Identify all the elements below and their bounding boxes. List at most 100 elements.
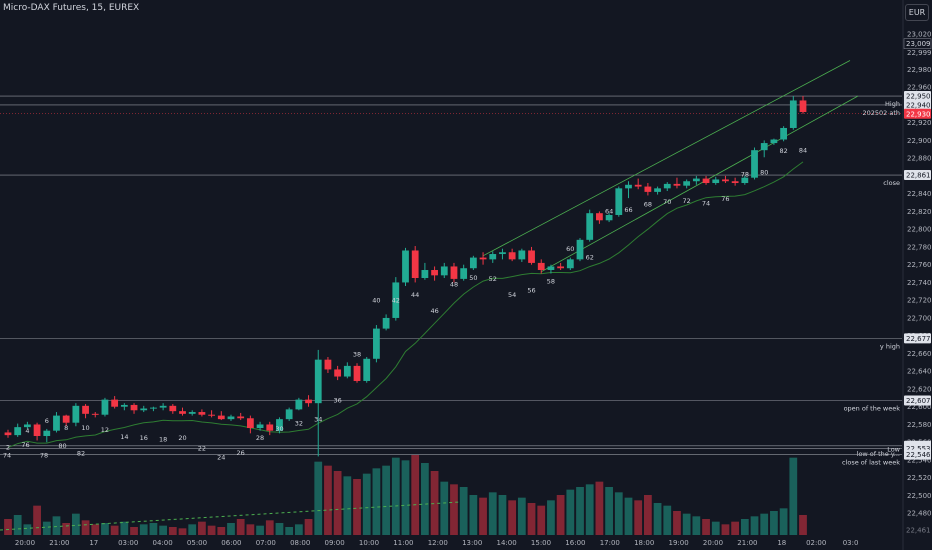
volume-bar [362, 473, 371, 535]
volume-bar [42, 521, 51, 535]
candle-body [770, 139, 778, 144]
volume-bar [91, 524, 100, 535]
candle-body [208, 414, 215, 416]
candle-body [789, 100, 797, 128]
candle-body [654, 188, 661, 192]
candle-body [499, 252, 506, 255]
bar-number-label: 60 [566, 245, 574, 253]
volume-bar [595, 481, 604, 535]
volume-bar [479, 497, 487, 535]
x-tick-label: 18:00 [634, 539, 654, 547]
volume-bar [246, 524, 255, 535]
bar-number-label: 72 [683, 197, 691, 205]
volume-bar [605, 487, 613, 535]
volume-bar [624, 497, 633, 535]
bar-number-label: 56 [527, 287, 535, 295]
y-tick-label: 22,760 [907, 261, 932, 269]
volume-bar [130, 527, 138, 535]
volume-bar [585, 484, 594, 535]
volume-bar [343, 476, 352, 535]
price-tag [903, 38, 932, 49]
x-tick-label: 03:00 [118, 539, 138, 547]
candle-body [353, 365, 361, 381]
level-label: open of the week [844, 405, 901, 413]
candle-body [722, 179, 729, 182]
candle-body [179, 411, 186, 414]
volume-bar [459, 487, 468, 535]
bar-number-label: 36 [333, 397, 341, 405]
level-price-tag-label: 22,950 [906, 93, 931, 101]
candle-body [305, 399, 312, 404]
candle-body [431, 270, 438, 276]
candle-body [576, 239, 584, 260]
bar-number-label: 40 [372, 296, 380, 304]
bar-number-label: 32 [295, 420, 303, 428]
bar-number-label: 6 [45, 417, 49, 425]
x-tick-label: 21:00 [737, 539, 757, 547]
volume-bar [789, 457, 798, 535]
x-tick-label: 11:00 [393, 539, 413, 547]
y-tick-label: 22,700 [907, 314, 932, 322]
x-tick-label: 17:00 [600, 539, 620, 547]
candle-body [644, 186, 652, 192]
x-tick-label: 03:0 [843, 539, 859, 547]
candle-body [62, 415, 70, 423]
x-tick-label: 07:00 [256, 539, 276, 547]
volume-bar [653, 503, 662, 535]
current-price-label: 22,930 [906, 110, 931, 118]
candle-body [266, 424, 274, 431]
volume-bar [421, 463, 429, 535]
volume-bar [614, 492, 623, 535]
volume-bar [207, 525, 216, 535]
bar-number-label: 78 [741, 170, 749, 178]
volume-bar [33, 505, 41, 535]
volume-bar [517, 497, 526, 535]
candle-body [237, 416, 245, 419]
y-tick-label: 22,720 [907, 297, 932, 305]
volume-bar [178, 528, 187, 535]
candle-body [683, 181, 691, 186]
candle-body [518, 250, 526, 260]
x-tick-label: 10:00 [359, 539, 379, 547]
candle-body [285, 409, 293, 420]
volume-bar [430, 471, 439, 535]
candle-body [169, 405, 177, 412]
candle-body [324, 359, 332, 370]
candle-body [314, 359, 322, 404]
volume-average-line [0, 501, 461, 531]
bar-number-label: 22 [198, 445, 206, 453]
level-label: 202502 ath [862, 109, 900, 117]
bar-number-label: 74 [3, 451, 11, 459]
currency-button[interactable]: EUR [905, 4, 929, 21]
volume-bar [731, 521, 740, 535]
y-tick-label: 22,820 [907, 208, 932, 216]
candle-body [440, 266, 448, 276]
candle-body [120, 404, 128, 407]
level-price-tag-label: 22,553 [906, 445, 931, 453]
candle-body [692, 178, 700, 182]
volume-bar [304, 519, 313, 535]
level-price-tag [904, 170, 931, 181]
x-tick-label: 09:00 [325, 539, 345, 547]
bar-number-label: 42 [392, 296, 400, 304]
volume-bar [314, 461, 323, 535]
volume-bar [750, 516, 759, 535]
volume-bar [139, 524, 148, 535]
volume-bar [411, 455, 420, 535]
volume-bar [13, 515, 22, 535]
volume-bar [721, 524, 730, 535]
level-label: Low [887, 445, 900, 453]
bar-number-label: 58 [547, 278, 555, 286]
level-price-tag [904, 333, 931, 344]
x-tick-label: 14:00 [497, 539, 517, 547]
candle-body [101, 399, 109, 415]
volume-bar [81, 520, 90, 535]
volume-bar [294, 524, 303, 535]
y-tick-label: 22,640 [907, 368, 932, 376]
volume-bar [760, 513, 769, 535]
x-tick-label: 18 [777, 539, 786, 547]
volume-bar [285, 527, 294, 535]
bar-number-label: 74 [702, 200, 710, 208]
x-tick-label: 05:00 [187, 539, 207, 547]
